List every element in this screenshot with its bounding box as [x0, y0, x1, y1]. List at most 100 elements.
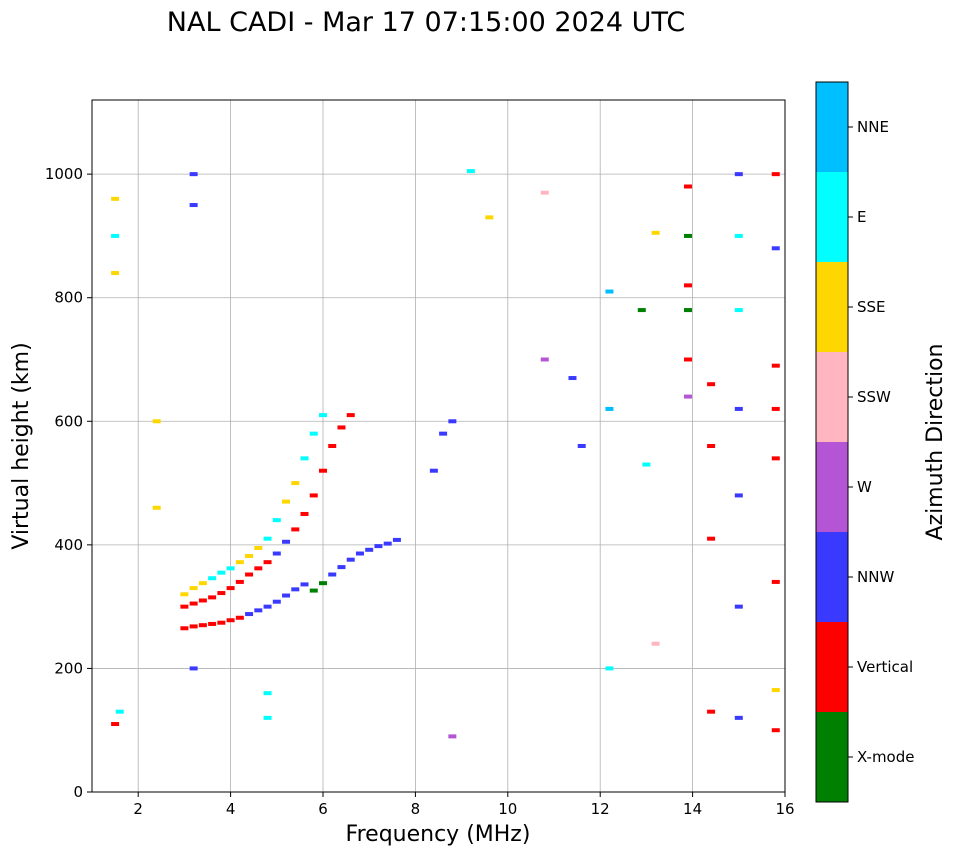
echo-point — [365, 547, 374, 552]
echo-point — [263, 715, 272, 720]
echo-point — [254, 545, 263, 550]
echo-point — [272, 599, 281, 604]
x-tick-label: 8 — [411, 800, 421, 818]
colorbar-segment — [816, 442, 848, 532]
echo-point — [346, 557, 355, 562]
y-tick-label: 0 — [73, 783, 83, 801]
echo-point — [355, 551, 364, 556]
echo-point — [771, 363, 780, 368]
echo-point — [346, 413, 355, 418]
y-tick-label: 1000 — [45, 165, 83, 183]
echo-point — [328, 572, 337, 577]
colorbar-tick-label: W — [857, 478, 872, 496]
chart-title: NAL CADI - Mar 17 07:15:00 2024 UTC — [167, 7, 685, 38]
echo-point — [282, 593, 291, 598]
echo-point — [226, 586, 235, 591]
echo-point — [272, 551, 281, 556]
echo-point — [651, 641, 660, 646]
echo-point — [111, 196, 120, 201]
echo-point — [328, 444, 337, 448]
x-tick-label: 6 — [318, 800, 328, 818]
echo-point — [291, 587, 300, 592]
echo-point — [198, 623, 207, 628]
echo-point — [337, 425, 346, 430]
echo-point — [282, 539, 291, 544]
echo-point — [189, 601, 198, 606]
echo-point — [577, 444, 586, 448]
echo-point — [734, 172, 743, 177]
echo-point — [683, 233, 692, 238]
echo-point — [392, 537, 401, 542]
echo-point — [771, 456, 780, 461]
echo-point — [111, 722, 120, 727]
y-axis-ticks: 0 200 400 600 800 1000 — [45, 165, 92, 801]
echo-point — [300, 456, 309, 461]
echo-point — [319, 581, 327, 586]
echo-point — [683, 184, 692, 189]
echo-point — [309, 431, 318, 436]
echo-point — [152, 419, 161, 424]
x-tick-label: 16 — [775, 800, 794, 818]
echo-point — [208, 595, 217, 600]
echo-point — [448, 419, 457, 424]
y-axis-label: Virtual height (km) — [9, 342, 34, 549]
echo-point — [263, 604, 272, 609]
echo-point — [198, 581, 207, 586]
colorbar-segment — [816, 532, 848, 622]
echo-point — [319, 468, 327, 473]
data-marks — [111, 169, 780, 739]
colorbar-segment — [816, 262, 848, 352]
echo-point — [771, 579, 780, 584]
echo-point — [111, 233, 120, 238]
echo-point — [734, 715, 743, 720]
echo-point — [683, 283, 692, 288]
echo-point — [605, 406, 614, 411]
echo-point — [605, 666, 614, 671]
plot-background — [92, 100, 785, 792]
echo-point — [319, 413, 327, 418]
echo-point — [383, 541, 392, 546]
echo-point — [707, 382, 716, 387]
echo-point — [263, 560, 272, 565]
plot-frame — [91, 99, 786, 793]
echo-point — [226, 618, 235, 623]
echo-point — [245, 572, 254, 577]
echo-point — [189, 624, 198, 629]
x-tick-label: 14 — [683, 800, 702, 818]
echo-point — [734, 604, 743, 609]
echo-point — [771, 688, 780, 693]
y-tick-label: 200 — [54, 659, 83, 677]
colorbar-segment — [816, 622, 848, 712]
echo-point — [263, 536, 272, 541]
echo-point — [208, 621, 217, 626]
colorbar-tick-label: NNE — [857, 118, 889, 136]
echo-point — [291, 481, 300, 486]
echo-point — [180, 604, 189, 609]
echo-point — [771, 406, 780, 411]
echo-point — [466, 169, 475, 174]
echo-point — [272, 518, 281, 523]
echo-point — [217, 570, 226, 575]
echo-point — [734, 233, 743, 238]
colorbar: X-mode Vertical NNW W SSW SSE E NNE — [815, 81, 914, 803]
echo-point — [771, 728, 780, 733]
echo-point — [235, 579, 244, 584]
echo-point — [448, 734, 457, 739]
x-tick-label: 2 — [133, 800, 143, 818]
echo-point — [651, 230, 660, 235]
echo-point — [429, 468, 438, 473]
echo-point — [226, 566, 235, 571]
echo-point — [111, 271, 120, 275]
echo-point — [683, 394, 692, 399]
x-tick-label: 10 — [498, 800, 517, 818]
echo-point — [300, 511, 309, 516]
echo-point — [254, 566, 263, 571]
colorbar-label: Azimuth Direction — [923, 343, 948, 540]
echo-point — [707, 709, 716, 714]
echo-point — [115, 709, 124, 714]
y-tick-label: 800 — [54, 289, 83, 307]
echo-point — [235, 560, 244, 565]
echo-point — [217, 591, 226, 596]
colorbar-segment — [816, 172, 848, 262]
